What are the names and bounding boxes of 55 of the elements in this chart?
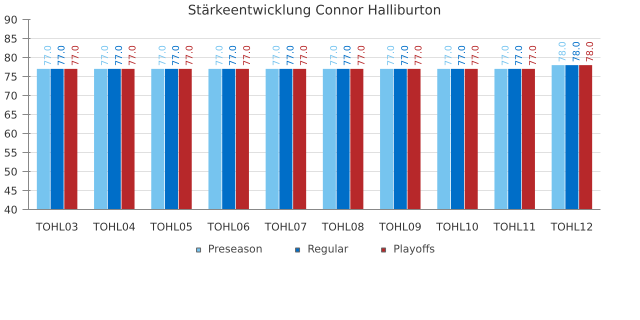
- data-label: 77.0: [42, 45, 54, 66]
- legend-label: Playoffs: [393, 242, 435, 256]
- y-tick-label: 65: [4, 108, 18, 122]
- data-label: 77.0: [228, 45, 240, 66]
- x-tick-label: TOHL06: [206, 220, 250, 234]
- data-label: 77.0: [128, 45, 139, 66]
- y-tick-label: 40: [4, 204, 18, 216]
- data-label: 77.0: [100, 45, 112, 66]
- data-label: 77.0: [342, 45, 354, 66]
- x-tick-label: TOHL10: [435, 220, 479, 234]
- data-label: 77.0: [56, 45, 68, 66]
- data-label: 77.0: [242, 45, 253, 66]
- chart-title: Stärkeentwicklung Connor Halliburton: [188, 4, 442, 18]
- x-tick-label: TOHL03: [34, 220, 78, 234]
- data-label: 77.0: [400, 45, 411, 66]
- y-tick-label: 50: [4, 166, 18, 178]
- data-label: 78.0: [585, 41, 596, 62]
- data-label: 77.0: [500, 45, 512, 66]
- data-label: 77.0: [457, 45, 468, 66]
- data-label: 77.0: [414, 45, 425, 66]
- x-tick-label: TOHL05: [149, 220, 193, 234]
- y-tick-label: 70: [4, 90, 18, 102]
- y-tick-label: 55: [4, 146, 18, 160]
- y-tick-label: 80: [4, 52, 18, 64]
- y-tick-label: 45: [4, 184, 18, 198]
- data-label: 77.0: [214, 45, 226, 66]
- data-label: 78.0: [558, 41, 569, 62]
- y-tick-label: 75: [4, 70, 18, 84]
- data-label: 77.0: [356, 45, 368, 66]
- data-label: 77.0: [514, 45, 526, 66]
- data-label: 77.0: [114, 45, 125, 66]
- y-tick-label: 90: [4, 14, 18, 26]
- data-label: 78.0: [571, 41, 582, 62]
- data-label: 77.0: [70, 45, 82, 66]
- x-tick-label: TOHL12: [550, 220, 594, 234]
- y-tick-label: 85: [4, 32, 18, 46]
- x-tick-label: TOHL07: [264, 220, 308, 234]
- data-label: 77.0: [528, 45, 539, 66]
- x-tick-label: TOHL11: [492, 220, 536, 234]
- x-tick-label: TOHL09: [378, 220, 422, 234]
- data-label: 77.0: [443, 45, 454, 66]
- data-label: 77.0: [285, 45, 296, 66]
- data-label: 77.0: [157, 45, 168, 66]
- x-tick-label: TOHL08: [320, 220, 365, 234]
- data-label: 77.0: [299, 45, 310, 66]
- y-tick-label: 60: [4, 128, 18, 140]
- data-label: 77.0: [272, 45, 283, 66]
- x-tick-label: TOHL04: [92, 220, 136, 234]
- data-label: 77.0: [386, 45, 398, 66]
- data-label: 77.0: [171, 45, 182, 66]
- legend-label: Regular: [307, 242, 348, 256]
- data-label: 77.0: [184, 45, 196, 66]
- legend-label: Preseason: [208, 242, 262, 256]
- data-label: 77.0: [470, 45, 482, 66]
- data-label: 77.0: [328, 45, 340, 66]
